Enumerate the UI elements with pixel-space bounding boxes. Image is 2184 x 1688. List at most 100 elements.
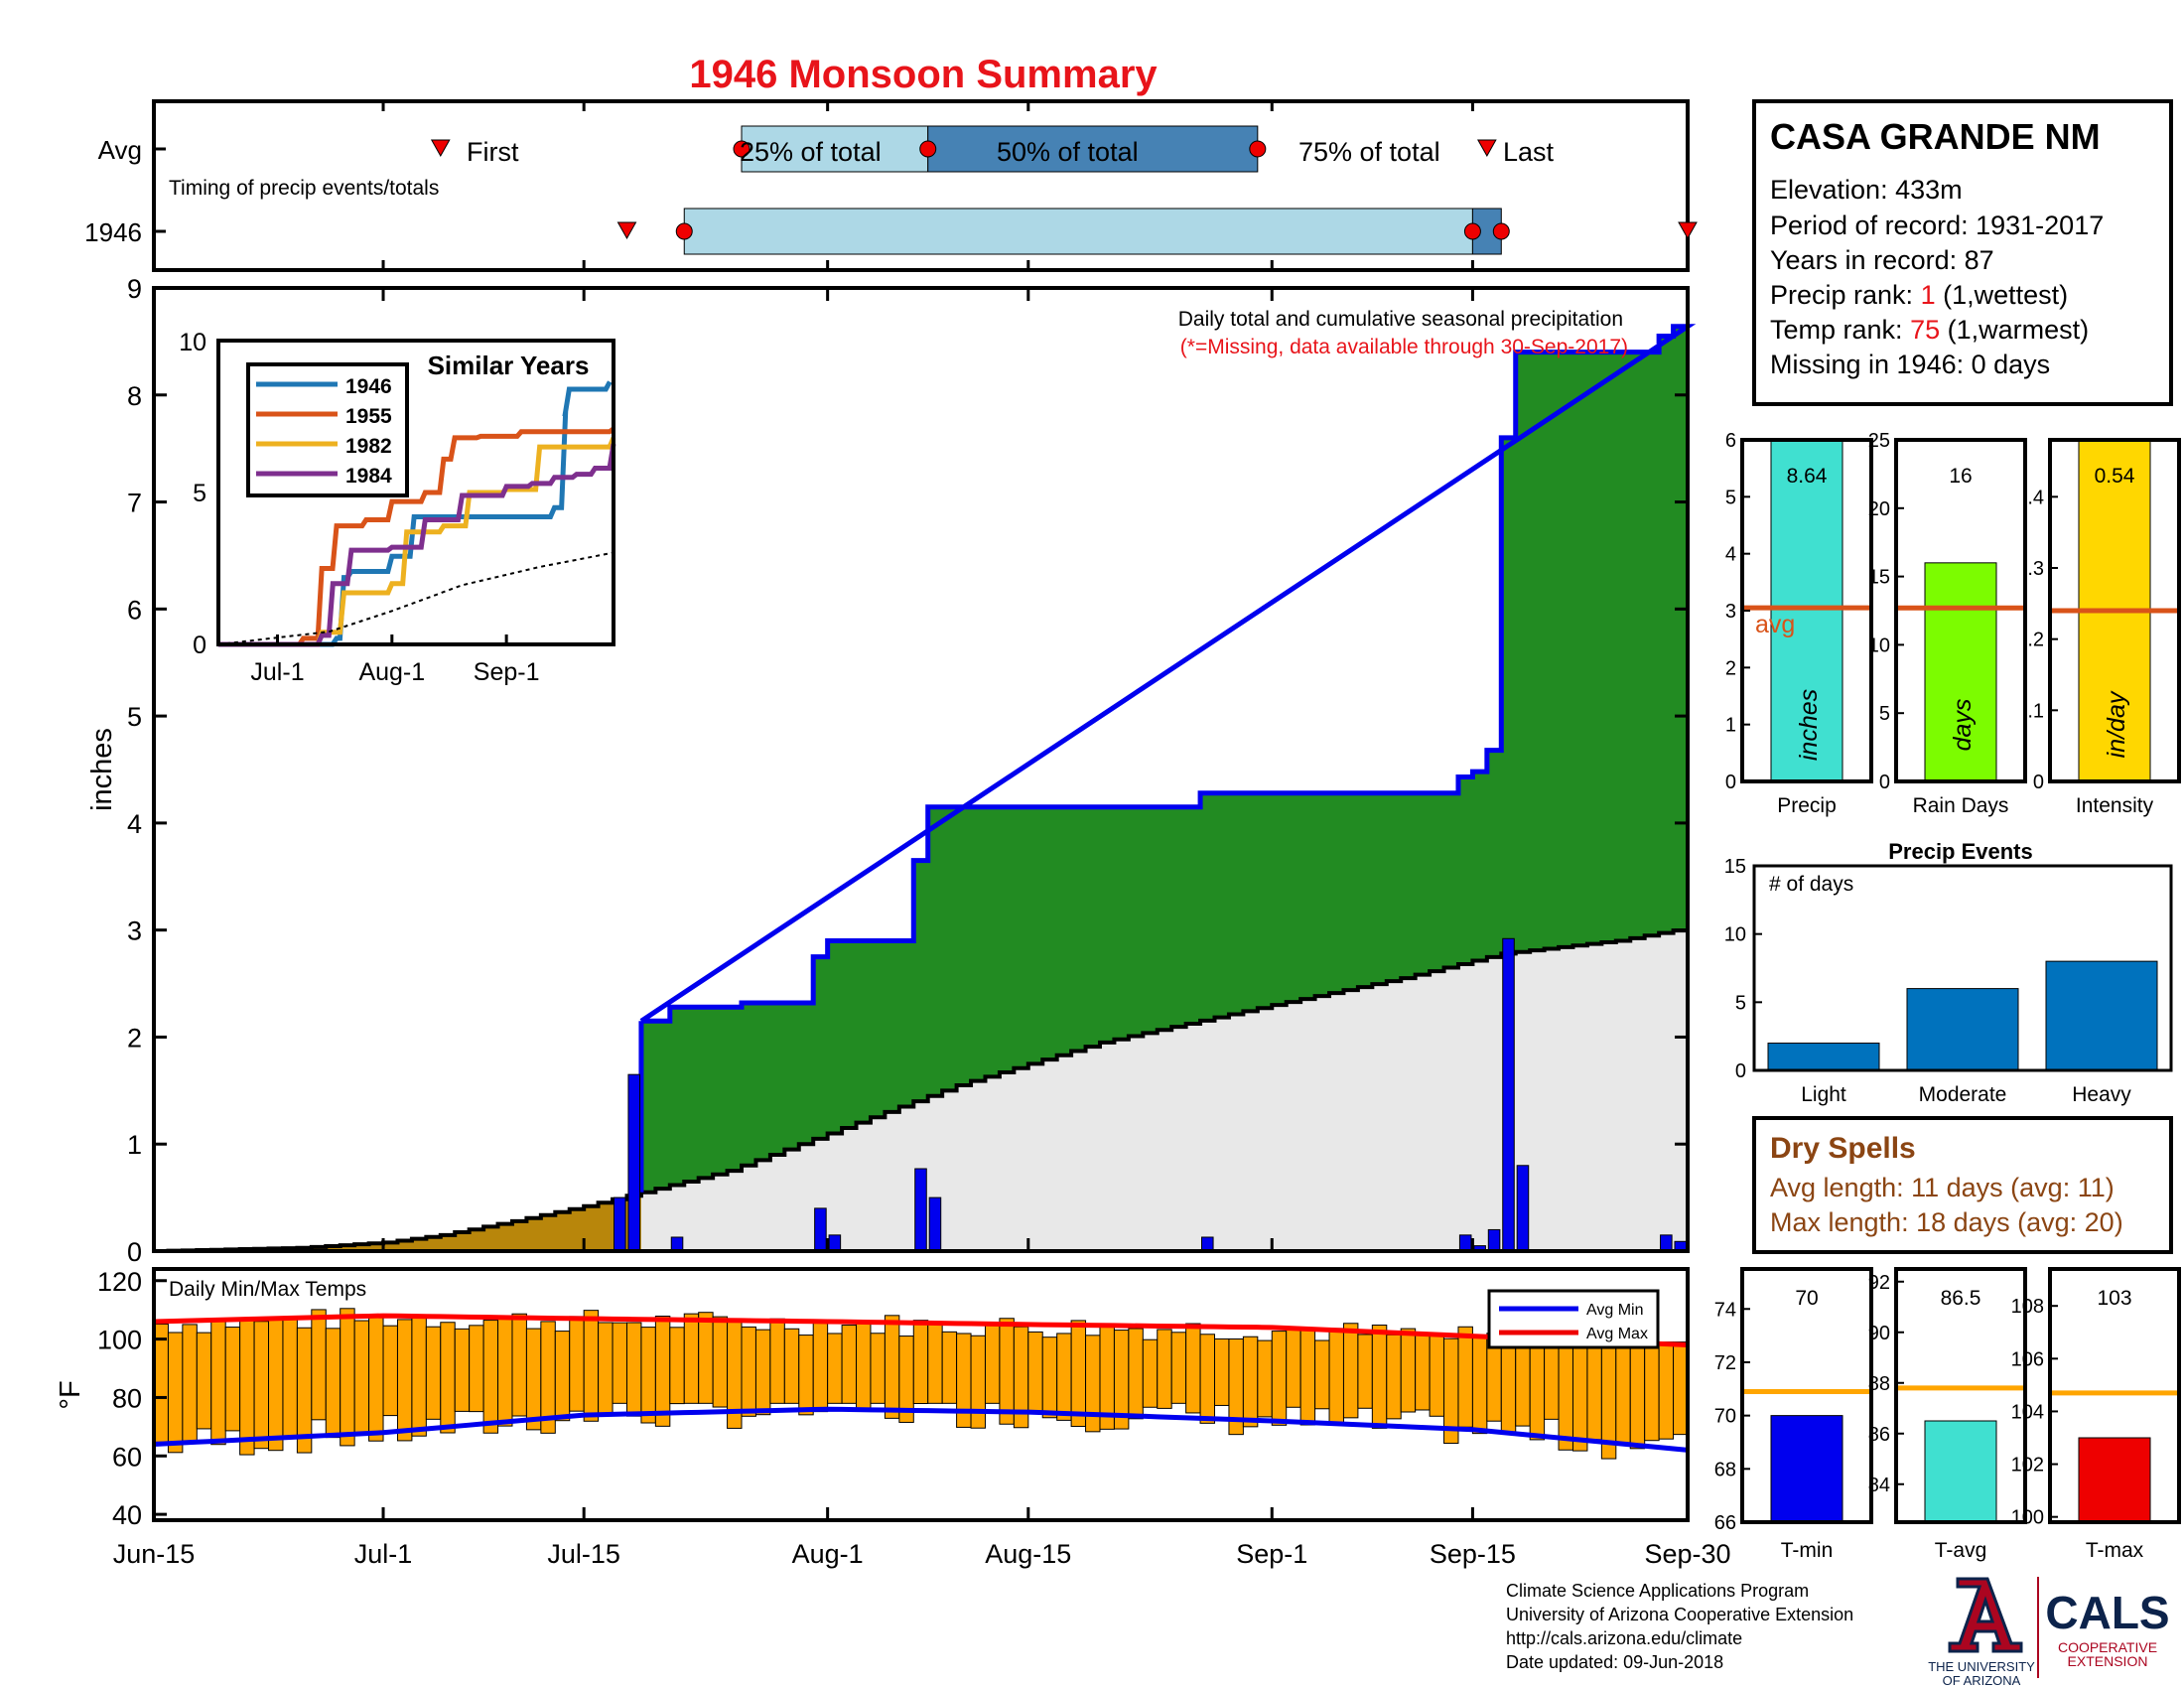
tmax-y-tick-label: 108 [2011,1296,2044,1318]
daily-temp-bar [1457,1326,1473,1428]
precip_total-y-tick-label: 0 [1725,772,1736,793]
daily-temp-bar [1157,1329,1172,1409]
station-elevation: Elevation: 433m [1770,175,1963,205]
rain-days-bar-value: 16 [1949,465,1972,488]
inset-frame [216,339,615,646]
daily-temp-bar [1544,1341,1560,1420]
dry-spells-avg: Avg length: 11 days (avg: 11) [1770,1173,2115,1202]
intensity-bar-value: 0.54 [2095,465,2135,488]
temps-panel-frame [152,1267,1690,1522]
daily-precip-bar [614,1196,626,1252]
season-cumulative-line [639,324,1697,1024]
timing-panel: Avg 1946 Timing of precip events/totals … [84,99,1698,272]
events-bar-moderate [1906,988,2019,1071]
temps-legend-max-label: Avg Max [1586,1326,1648,1342]
daily-precip-bar [814,1207,827,1252]
date-x-tick-label: Aug-1 [792,1539,864,1569]
cals-line-2: EXTENSION [2068,1653,2148,1669]
precip-bar-unit: inches [1795,689,1823,761]
daily-temp-bar [1271,1331,1288,1426]
temps-y-axis-label: °F [55,1380,86,1409]
rain_days-y-tick-label: 10 [1868,634,1890,656]
daily-temp-bar [1299,1330,1316,1426]
events-y-tick-label: 0 [1735,1060,1746,1082]
daily-temp-bar [396,1319,413,1442]
inset-title: Similar Years [428,351,590,380]
station-period: Period of record: 1931-2017 [1770,211,2104,240]
precip-rank-prefix: Precip rank: [1770,280,1921,310]
daily-temp-bar [625,1322,642,1417]
daily-temp-bar [1142,1338,1159,1408]
station-temp-rank: Temp rank: 75 (1,warmest) [1770,315,2089,345]
daily-precip-bar [1516,1165,1530,1252]
timing-label-first: First [467,137,519,167]
daily-temp-bar [554,1331,571,1422]
timing-marker-p50-Avg [919,140,937,158]
footer-line-1: Climate Science Applications Program [1506,1581,1809,1601]
inset-legend-label-1982: 1982 [345,435,392,458]
main-y-tick-label: 0 [127,1237,142,1267]
tmax-y-tick-label: 104 [2011,1401,2044,1423]
temps-y-tick-label: 80 [112,1383,142,1413]
daily-temp-bar [1571,1337,1588,1452]
events-bar-light [1767,1043,1880,1071]
precip_total-y-tick-label: 6 [1725,430,1736,452]
tavg-bar [1924,1420,1997,1523]
daily-temp-bar [268,1316,284,1452]
rain_days-bar [1924,562,1997,782]
daily-temp-bar [1170,1332,1187,1404]
daily-precip-bar [1502,937,1515,1252]
dry-spells-frame [1752,1116,2173,1254]
inset-lines [217,380,616,647]
tmin-y-tick-label: 66 [1714,1512,1736,1534]
daily-temp-bar [783,1328,800,1404]
daily-precip-bar [1201,1236,1214,1252]
avg-max-temp-line [153,1313,1689,1347]
daily-temp-bar [368,1314,384,1442]
precip_total-y-tick-label: 2 [1725,657,1736,679]
inset-y-tick-0: 0 [193,632,206,659]
daily-temp-bar [769,1318,785,1404]
temps-panel: 40 60 80 100 120 °F Daily Min/Max Temps Avg … [55,1267,1731,1569]
main-y-tick-label: 7 [127,489,142,518]
precip_total-bar [1770,439,1843,782]
main-y-axis-label: inches [86,728,118,811]
daily-temp-bar [1199,1334,1216,1424]
daily-temp-bar [984,1325,1001,1404]
rain_days-y-tick-label: 5 [1879,703,1890,725]
daily-temp-bar [210,1320,226,1446]
daily-precip-bar [1487,1228,1501,1252]
main-note-2: (*=Missing, data available through 30-Se… [1180,336,1628,358]
daily-precip-bar [828,1234,842,1252]
precip_total-y-tick-label: 4 [1725,544,1736,566]
intensity-panel-frame [2048,438,2181,783]
date-x-tick-label: Jul-1 [354,1539,413,1569]
rain-days-bar-unit: days [1949,699,1977,752]
footer-line-2: University of Arizona Cooperative Extens… [1506,1605,1853,1624]
daily-temp-bar [325,1328,341,1439]
daily-temp-bar [1056,1333,1072,1421]
summary-bar-panels: 0 1 2 3 4 5 6 0 5 10 15 20 25 0 .1 .2 .3 .4 [1725,430,2181,793]
temps-y-tick-label: 40 [112,1500,142,1530]
daily-temp-bar [598,1322,614,1416]
main-y-axis: 0 1 2 3 4 5 6 7 8 9 [127,274,1690,1267]
main-y-tick-label: 2 [127,1023,142,1053]
inset-series-avg [217,551,614,645]
inset-series-1946 [218,380,613,647]
inset-y-tick-5: 5 [193,480,206,507]
tmax-y-tick-label: 100 [2011,1507,2044,1529]
daily-temp-bar [1615,1333,1631,1444]
timing-label-75: 75% of total [1298,137,1440,167]
daily-temp-bar [754,1329,771,1416]
tavg-y-tick-label: 88 [1868,1373,1890,1395]
timing-panel-frame [152,99,1690,272]
events-category-label-heavy: Heavy [2072,1083,2131,1106]
daily-temp-bar [1128,1328,1144,1420]
tmin-y-tick-label: 72 [1714,1352,1736,1374]
daily-temp-bar [382,1325,398,1417]
daily-temp-bar [698,1312,714,1404]
station-missing: Missing in 1946: 0 days [1770,350,2050,379]
inset-series-1955 [218,426,615,647]
daily-temp-bar [640,1327,656,1424]
